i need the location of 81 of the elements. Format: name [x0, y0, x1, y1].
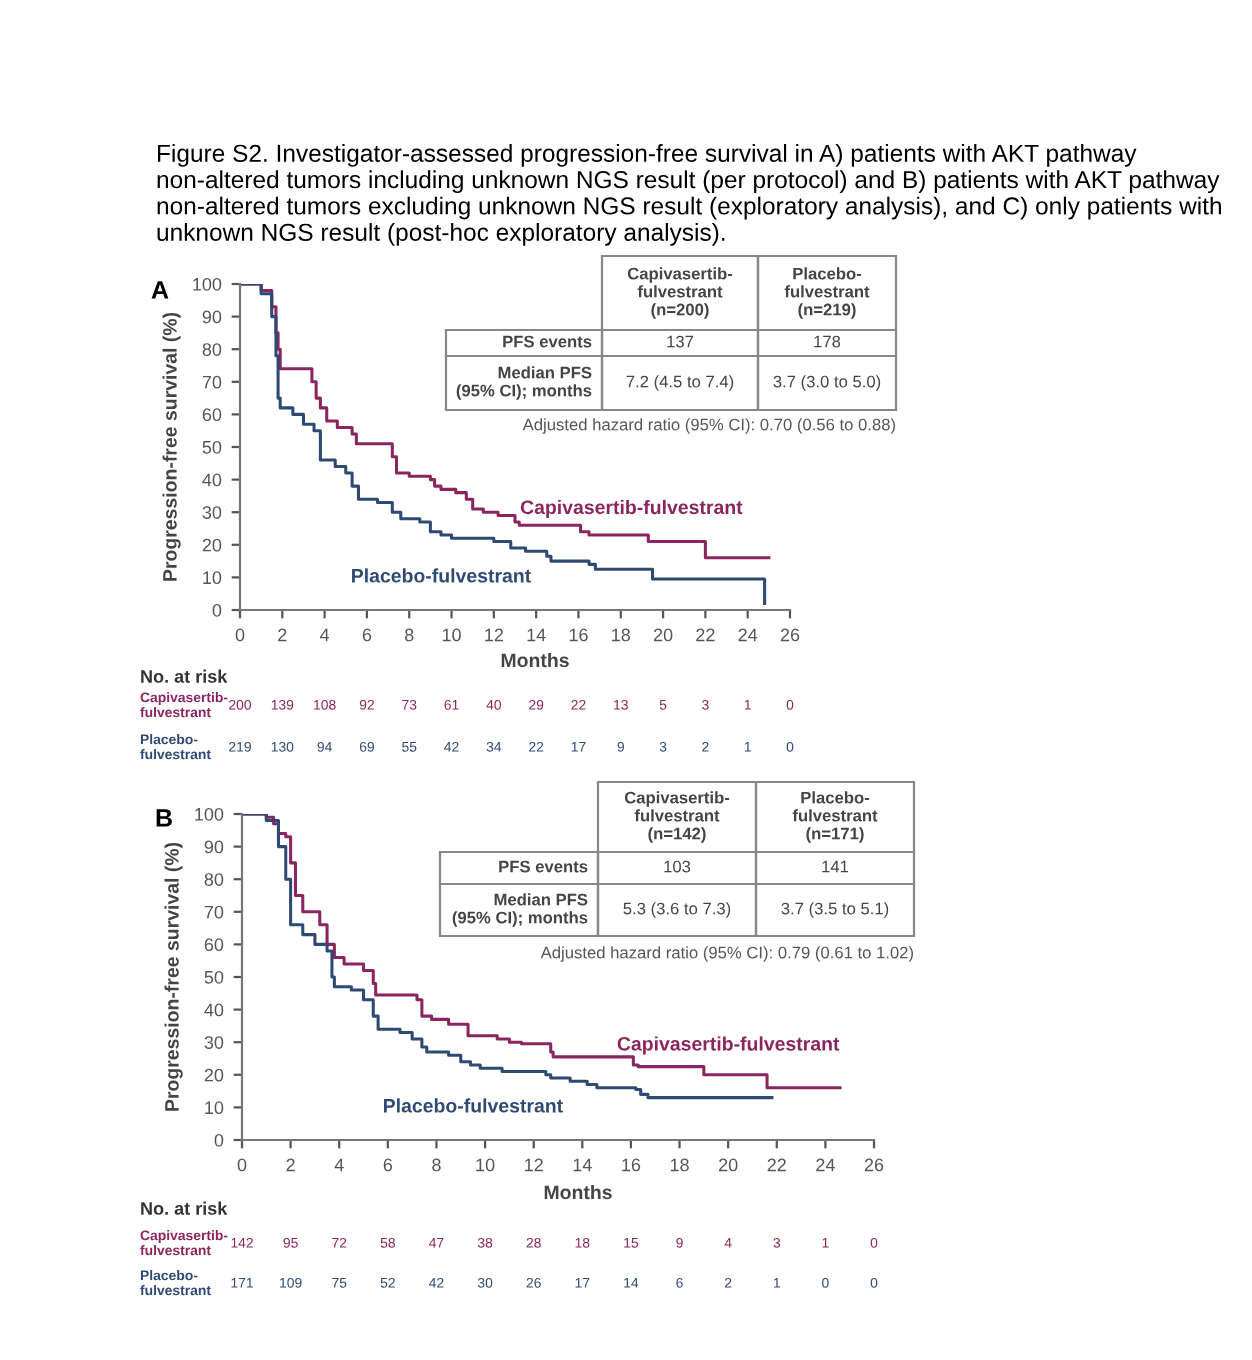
y-tick-label: 40	[204, 1003, 224, 1017]
annotation: 103	[664, 860, 691, 873]
series-label: Placebo-fulvestrant	[352, 568, 531, 583]
y-tick-label: 70	[202, 375, 222, 389]
annotation: Adjusted hazard ratio (95% CI): 0.70 (0.56 to 0.88)	[522, 418, 895, 434]
text: A	[151, 281, 169, 299]
x-tick-label: 18	[670, 1158, 689, 1172]
annotation: Capivasertib- fulvestrant (n=200)	[627, 267, 733, 319]
annotation: Adjusted hazard ratio (95% CI): 0.79 (0.61 to 1.02)	[540, 946, 913, 962]
x-tick-label: 16	[569, 628, 588, 642]
x-tick-label: 10	[442, 628, 461, 642]
chart-title: Figure S2. Investigator-assessed progression-free survival in A) patients with AKT pathway non-altered tumors including unknown NGS result (per protocol) and B) patients with AKT pathway non-altered tumors excluding unknown NGS result (exploratory analysis), and C) only patients with unknown NGS result (post-hoc exploratory analysis).	[157, 144, 1221, 246]
y-tick-label: 40	[202, 473, 222, 487]
x-tick-label: 22	[767, 1158, 786, 1172]
annotation: Median PFS (95% CI); months	[456, 366, 592, 400]
x-tick-label: 14	[527, 628, 546, 642]
annotation: Capivasertib- fulvestrant (n=142)	[624, 791, 730, 843]
y-tick-label: 60	[204, 938, 224, 952]
x-tick-label: 6	[362, 628, 372, 642]
annotation: 137	[667, 335, 694, 348]
x-tick-label: 24	[816, 1158, 835, 1172]
x-tick-label: 2	[286, 1158, 295, 1172]
x-tick-label: 2	[278, 628, 287, 642]
y-tick-label: 90	[204, 840, 224, 854]
x-axis-title: Months	[501, 652, 569, 668]
series-label: Placebo-fulvestrant	[384, 1098, 563, 1113]
annotation: 141	[822, 860, 849, 873]
annotation: Placebo- fulvestrant (n=219)	[784, 267, 870, 319]
y-tick-label: 90	[202, 310, 222, 324]
x-tick-label: 14	[573, 1158, 592, 1172]
y-tick-label: 100	[193, 277, 222, 291]
y-tick-label: 30	[202, 506, 222, 519]
x-axis-title: Months	[544, 1184, 612, 1200]
y-tick-label: 0	[212, 603, 222, 617]
x-tick-label: 20	[719, 1158, 738, 1172]
x-tick-label: 0	[235, 628, 245, 642]
x-tick-label: 4	[320, 628, 330, 642]
y-tick-label: 20	[204, 1068, 224, 1082]
y-tick-label: 70	[204, 905, 224, 919]
annotation: PFS events	[503, 335, 592, 348]
series-label: Capivasertib-fulvestrant	[520, 499, 743, 518]
series-label: Capivasertib-fulvestrant	[617, 1036, 840, 1055]
x-tick-label: 10	[476, 1158, 495, 1172]
x-tick-label: 8	[404, 628, 414, 642]
annotation: 3.7 (3.5 to 5.1)	[781, 902, 889, 918]
x-tick-label: 24	[738, 628, 758, 642]
annotation: 7.2 (4.5 to 7.4)	[626, 375, 734, 391]
annotation: Placebo- fulvestrant (n=171)	[792, 791, 878, 843]
x-tick-label: 12	[525, 1158, 543, 1172]
x-tick-label: 4	[334, 1158, 344, 1172]
y-tick-label: 60	[202, 408, 222, 422]
y-axis-title: Progression-free survival (%)	[164, 842, 183, 1111]
annotation: Median PFS (95% CI); months	[452, 893, 588, 927]
y-tick-label: 80	[204, 873, 224, 886]
y-tick-label: 20	[202, 538, 222, 552]
text: B	[156, 809, 172, 827]
x-tick-label: 0	[237, 1158, 247, 1172]
annotation: PFS events	[499, 860, 588, 873]
y-tick-label: 50	[202, 440, 222, 454]
y-axis-title: Progression-free survival (%)	[162, 312, 181, 581]
y-tick-label: 10	[203, 571, 222, 585]
x-tick-label: 26	[780, 628, 800, 642]
x-tick-label: 8	[432, 1158, 441, 1172]
x-tick-label: 20	[653, 628, 673, 642]
x-tick-label: 12	[485, 628, 503, 642]
text: 178	[814, 335, 841, 348]
y-tick-label: 0	[214, 1133, 224, 1147]
x-tick-label: 26	[864, 1158, 884, 1172]
text: No. at risk	[141, 1201, 228, 1215]
annotation: 3.7 (3.0 to 5.0)	[773, 375, 881, 391]
x-tick-label: 22	[696, 628, 715, 642]
text: No. at risk	[141, 669, 228, 683]
y-tick-label: 10	[205, 1101, 224, 1115]
y-tick-label: 30	[204, 1036, 224, 1049]
x-tick-label: 6	[383, 1158, 393, 1172]
x-tick-label: 18	[612, 628, 631, 642]
y-tick-label: 100	[195, 807, 224, 821]
y-tick-label: 50	[204, 970, 224, 984]
y-tick-label: 80	[202, 343, 222, 356]
x-tick-label: 16	[622, 1158, 641, 1172]
annotation: 5.3 (3.6 to 7.3)	[623, 902, 731, 918]
